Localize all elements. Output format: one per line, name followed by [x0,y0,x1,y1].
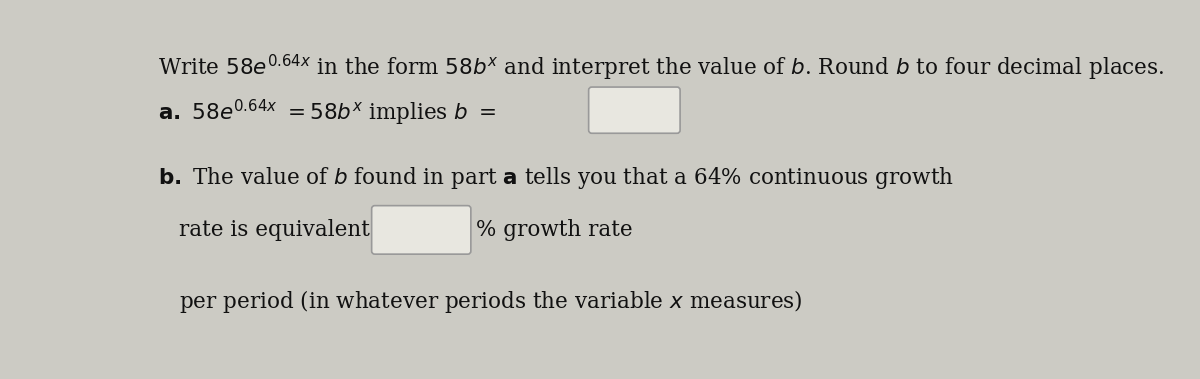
FancyBboxPatch shape [589,87,680,133]
Text: % growth rate: % growth rate [475,219,632,241]
Text: rate is equivalent to a: rate is equivalent to a [180,219,419,241]
FancyBboxPatch shape [372,206,470,254]
Text: per period (in whatever periods the variable $x$ measures): per period (in whatever periods the vari… [180,288,803,315]
Text: $\mathbf{b.}$ The value of $b$ found in part $\mathbf{a}$ tells you that a 64% c: $\mathbf{b.}$ The value of $b$ found in … [157,165,954,191]
Text: $\mathbf{a.}$ $58e^{0.64x}$ $= 58b^{x}$ implies $b$ $=$: $\mathbf{a.}$ $58e^{0.64x}$ $= 58b^{x}$ … [157,98,496,128]
Text: Write $58e^{0.64x}$ in the form $58b^{x}$ and interpret the value of $b$. Round : Write $58e^{0.64x}$ in the form $58b^{x}… [157,53,1164,83]
